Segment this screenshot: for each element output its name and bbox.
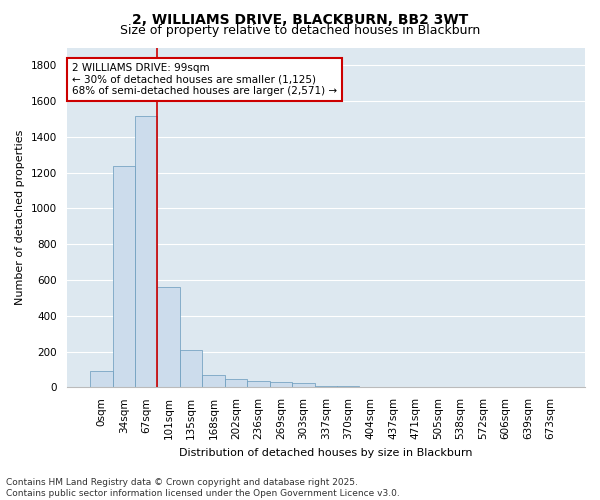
Bar: [90, 371, 113, 388]
Bar: [202, 375, 225, 388]
Text: Contains HM Land Registry data © Crown copyright and database right 2025.
Contai: Contains HM Land Registry data © Crown c…: [6, 478, 400, 498]
Text: Size of property relative to detached houses in Blackburn: Size of property relative to detached ho…: [120, 24, 480, 37]
Bar: [135, 116, 157, 388]
Bar: [180, 350, 202, 388]
X-axis label: Distribution of detached houses by size in Blackburn: Distribution of detached houses by size …: [179, 448, 473, 458]
Bar: [113, 166, 135, 388]
Bar: [292, 383, 314, 388]
Bar: [314, 386, 337, 388]
Bar: [157, 287, 180, 388]
Bar: [247, 380, 269, 388]
Y-axis label: Number of detached properties: Number of detached properties: [15, 130, 25, 305]
Bar: [337, 386, 359, 388]
Text: 2, WILLIAMS DRIVE, BLACKBURN, BB2 3WT: 2, WILLIAMS DRIVE, BLACKBURN, BB2 3WT: [132, 12, 468, 26]
Text: 2 WILLIAMS DRIVE: 99sqm
← 30% of detached houses are smaller (1,125)
68% of semi: 2 WILLIAMS DRIVE: 99sqm ← 30% of detache…: [72, 63, 337, 96]
Bar: [225, 378, 247, 388]
Bar: [269, 382, 292, 388]
